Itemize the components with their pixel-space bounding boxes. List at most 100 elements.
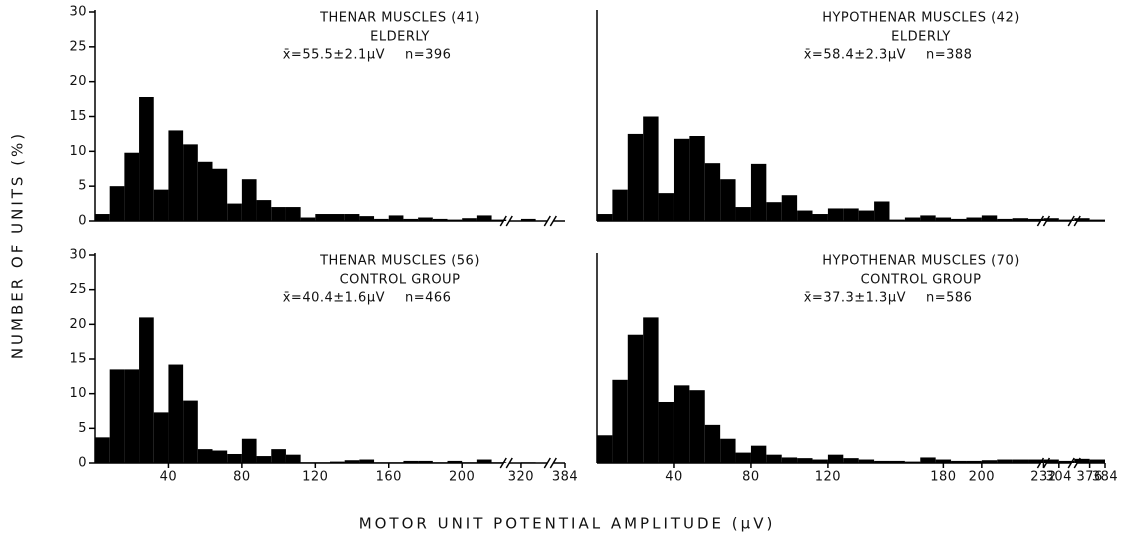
x-tick-label: 384 xyxy=(1092,470,1118,485)
bar xyxy=(212,450,228,463)
bar xyxy=(889,219,905,221)
x-tick-label: 40 xyxy=(160,470,178,485)
bar xyxy=(812,459,828,463)
x-tick-label: 304 xyxy=(1046,470,1072,485)
axis-break xyxy=(543,215,551,227)
x-tick-label: 200 xyxy=(969,470,995,485)
bar xyxy=(627,334,644,463)
bar xyxy=(388,215,404,221)
bar xyxy=(920,215,936,221)
bar xyxy=(124,369,140,463)
bar xyxy=(315,214,330,221)
bar xyxy=(183,400,198,463)
y-tick-label: 20 xyxy=(69,74,87,89)
bar xyxy=(447,219,463,221)
bar xyxy=(735,207,751,221)
y-tick-label: 30 xyxy=(69,5,87,20)
x-tick-label: 160 xyxy=(376,470,402,485)
x-tick-label: 120 xyxy=(302,470,328,485)
y-tick-label: 15 xyxy=(69,352,87,367)
bar xyxy=(1074,218,1090,221)
y-axis-label: NUMBER OF UNITS (%) xyxy=(9,131,27,359)
y-tick-label: 5 xyxy=(78,421,87,436)
bar xyxy=(658,193,674,221)
y-tick-label: 15 xyxy=(69,109,87,124)
bar xyxy=(874,460,890,463)
bar xyxy=(874,201,890,221)
bar xyxy=(858,210,875,221)
bar xyxy=(315,462,330,463)
bar xyxy=(781,195,798,221)
mean-label: x̄=55.5±2.1μV xyxy=(283,48,385,63)
panel-subtitle: CONTROL GROUP xyxy=(861,273,982,288)
bar xyxy=(720,438,736,463)
bar xyxy=(612,379,628,463)
bar xyxy=(227,453,242,463)
x-tick-label: 232 xyxy=(1030,470,1056,485)
bar xyxy=(300,462,316,463)
bar xyxy=(658,401,674,463)
bar xyxy=(951,460,967,463)
bar xyxy=(766,454,782,463)
bar xyxy=(689,136,705,221)
bar xyxy=(168,130,184,221)
panel-subtitle: ELDERLY xyxy=(891,30,951,45)
bar xyxy=(109,369,125,463)
bar xyxy=(673,138,690,221)
bar xyxy=(197,449,213,463)
bar xyxy=(374,218,389,221)
bar xyxy=(330,214,345,221)
bar xyxy=(476,459,492,463)
bar xyxy=(597,435,613,463)
bar xyxy=(827,454,844,463)
bar xyxy=(704,424,721,463)
bar xyxy=(843,458,859,463)
bar xyxy=(643,317,659,463)
y-tick-label: 20 xyxy=(69,317,87,332)
n-label: n=388 xyxy=(926,48,972,63)
bar xyxy=(359,216,375,221)
x-tick-label: 376 xyxy=(1076,470,1102,485)
bar xyxy=(285,454,301,463)
bar xyxy=(256,200,272,221)
mean-label: x̄=40.4±1.6μV xyxy=(283,291,385,306)
bar xyxy=(374,462,389,463)
bar xyxy=(520,218,536,221)
bar xyxy=(797,458,813,463)
bar xyxy=(95,437,110,463)
bar xyxy=(812,214,828,221)
bar xyxy=(271,207,286,221)
bar xyxy=(797,210,813,221)
bar xyxy=(520,462,536,463)
bar xyxy=(462,462,477,463)
bar xyxy=(843,208,859,221)
bar xyxy=(889,460,905,463)
bar xyxy=(720,179,736,221)
bar xyxy=(704,163,721,221)
bar xyxy=(432,218,448,221)
bar xyxy=(689,390,705,463)
bar xyxy=(109,186,125,221)
bar xyxy=(139,317,154,463)
bar xyxy=(403,218,419,221)
bar xyxy=(344,460,360,463)
bar xyxy=(981,215,998,221)
bar xyxy=(951,218,967,221)
y-tick-label: 10 xyxy=(69,144,87,159)
bar xyxy=(403,460,419,463)
x-axis-label: MOTOR UNIT POTENTIAL AMPLITUDE (μV) xyxy=(359,515,776,533)
bar xyxy=(735,452,751,463)
bar xyxy=(447,460,463,463)
x-tick-label: 120 xyxy=(815,470,841,485)
bar xyxy=(750,163,767,221)
y-tick-label: 30 xyxy=(69,248,87,263)
bar xyxy=(139,96,154,221)
bar xyxy=(388,462,404,463)
bar xyxy=(271,449,286,463)
bar xyxy=(997,459,1013,463)
y-tick-label: 0 xyxy=(78,456,87,471)
bar xyxy=(858,459,875,463)
bar xyxy=(1058,460,1075,463)
bar xyxy=(476,215,492,221)
